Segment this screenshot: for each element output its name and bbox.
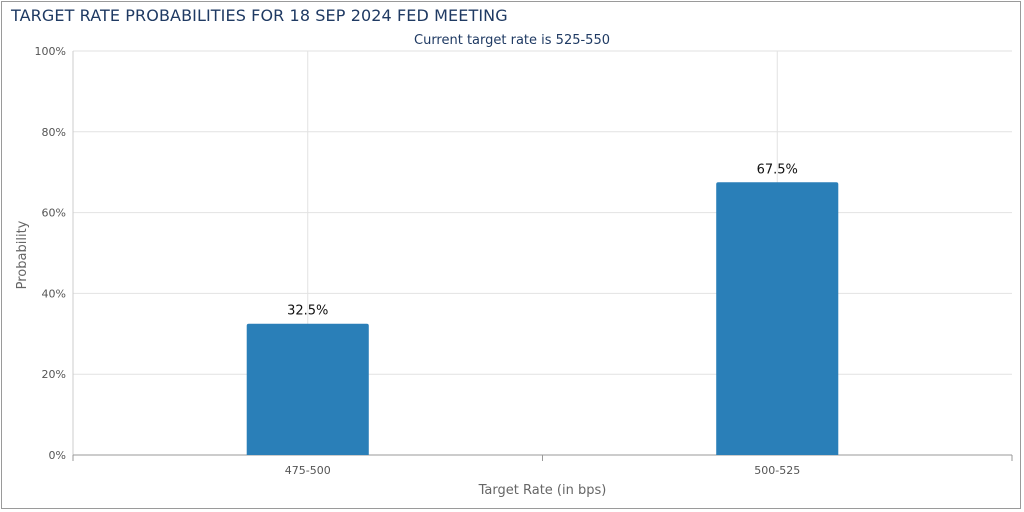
y-tick-label: 40% (42, 287, 66, 300)
y-tick-label: 100% (35, 45, 66, 58)
y-tick-label: 60% (42, 207, 66, 220)
y-tick-label: 20% (42, 368, 66, 381)
x-tick-label: 500-525 (754, 464, 800, 477)
x-tick-label: 475-500 (285, 464, 331, 477)
bar-value-label: 32.5% (287, 304, 328, 319)
chart-subtitle: Current target rate is 525-550 (414, 33, 610, 48)
y-tick-label: 0% (49, 449, 66, 462)
x-axis-title: Target Rate (in bps) (478, 483, 607, 498)
y-axis-title: Probability (15, 220, 30, 289)
y-tick-label: 80% (42, 126, 66, 139)
bar-475-500 (246, 323, 369, 455)
bar-500-525 (716, 182, 839, 456)
chart-title: TARGET RATE PROBABILITIES FOR 18 SEP 202… (11, 6, 508, 25)
bar-value-label: 67.5% (757, 162, 798, 177)
